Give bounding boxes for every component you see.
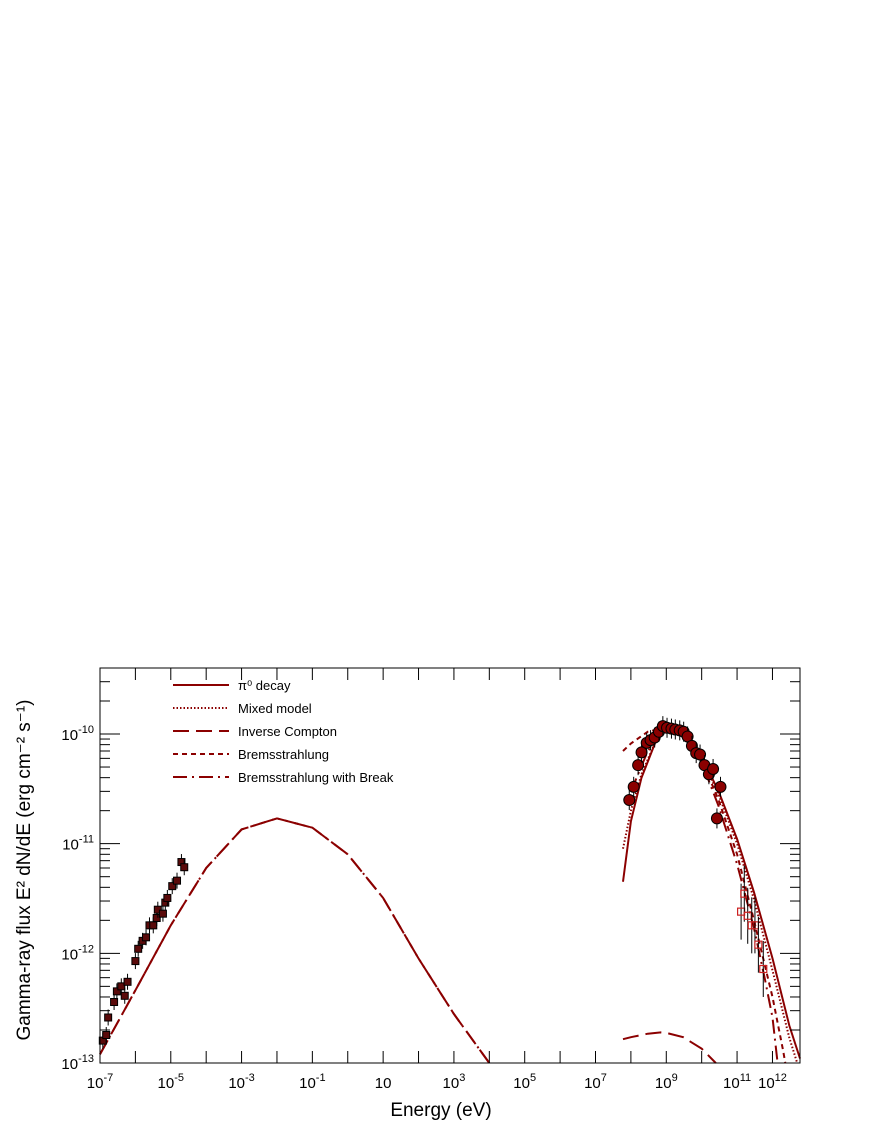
radio-data-point: [134, 944, 143, 953]
x-axis-label: Energy (eV): [390, 1100, 491, 1121]
radio-data-point: [123, 977, 132, 986]
y-tick-label: 10-13: [61, 1053, 94, 1073]
fermi-data-point: [623, 794, 636, 807]
fermi-data-point: [627, 780, 640, 793]
radio-data-point: [173, 876, 182, 885]
y-tick-label: 10-11: [62, 834, 94, 854]
x-tick-label: 105: [513, 1072, 536, 1092]
tev-data-point: [743, 911, 752, 920]
x-tick-label: 10-1: [299, 1072, 325, 1092]
legend-label: Inverse Compton: [238, 724, 337, 739]
x-tick-label: 1011: [723, 1072, 751, 1092]
series-longdash-line: [99, 817, 491, 1064]
y-tick-label: 10-10: [61, 724, 94, 744]
y-axis-ticks: 10-13 10-12 10-11 10-10: [61, 667, 800, 1073]
y-axis-label: Gamma-ray flux E² dN/dE (erg cm⁻² s⁻¹): [14, 700, 35, 1041]
x-tick-label: 107: [584, 1072, 607, 1092]
radio-data-point: [110, 997, 119, 1006]
fermi-data-point: [710, 812, 723, 825]
x-axis-ticks: 10-7 10-5 10-3 10-1 10 103 105 107 109 1011 1012: [87, 668, 787, 1092]
fermi-data-point: [632, 759, 645, 772]
radio-data-point: [163, 893, 172, 902]
legend-label: Mixed model: [238, 701, 312, 716]
x-tick-label: 103: [443, 1072, 466, 1092]
x-tick-label: 10-5: [158, 1072, 184, 1092]
radio-data-point: [117, 982, 126, 991]
radio-data-point: [120, 991, 129, 1000]
plot-frame: [99, 667, 801, 1064]
legend-label: Bremsstrahlung with Break: [238, 770, 394, 785]
radio-data-point: [102, 1031, 111, 1040]
radio-data-point: [168, 882, 177, 891]
legend-label: Bremsstrahlung: [238, 747, 329, 762]
radio-data-point: [158, 909, 167, 918]
series-longdash-line: [622, 1031, 717, 1064]
fermi-data-point: [707, 762, 720, 775]
x-tick-label: 109: [655, 1072, 678, 1092]
fermi-data-point: [714, 780, 727, 793]
radio-data-point: [142, 933, 151, 942]
x-tick-label: 1012: [758, 1072, 787, 1092]
radio-data-point: [149, 921, 158, 930]
radio-data-point: [131, 957, 140, 966]
data-points: [98, 716, 768, 1049]
x-tick-label: 10-3: [228, 1072, 254, 1092]
x-tick-label: 10-7: [87, 1072, 113, 1092]
series-dashdot-line: [99, 817, 491, 1064]
fermi-data-point: [694, 748, 707, 761]
tev-data-point: [759, 964, 768, 974]
legend: π⁰ decay Mixed model Inverse Compton Bremss…: [173, 678, 394, 785]
tev-data-point: [754, 940, 763, 949]
y-tick-label: 10-12: [61, 943, 94, 963]
legend-label: π⁰ decay: [238, 678, 291, 693]
radio-data-point: [180, 863, 189, 872]
radio-data-point: [152, 914, 161, 923]
radio-data-point: [104, 1013, 113, 1022]
radio-data-point: [112, 987, 121, 996]
x-tick-label: 10: [375, 1075, 392, 1092]
